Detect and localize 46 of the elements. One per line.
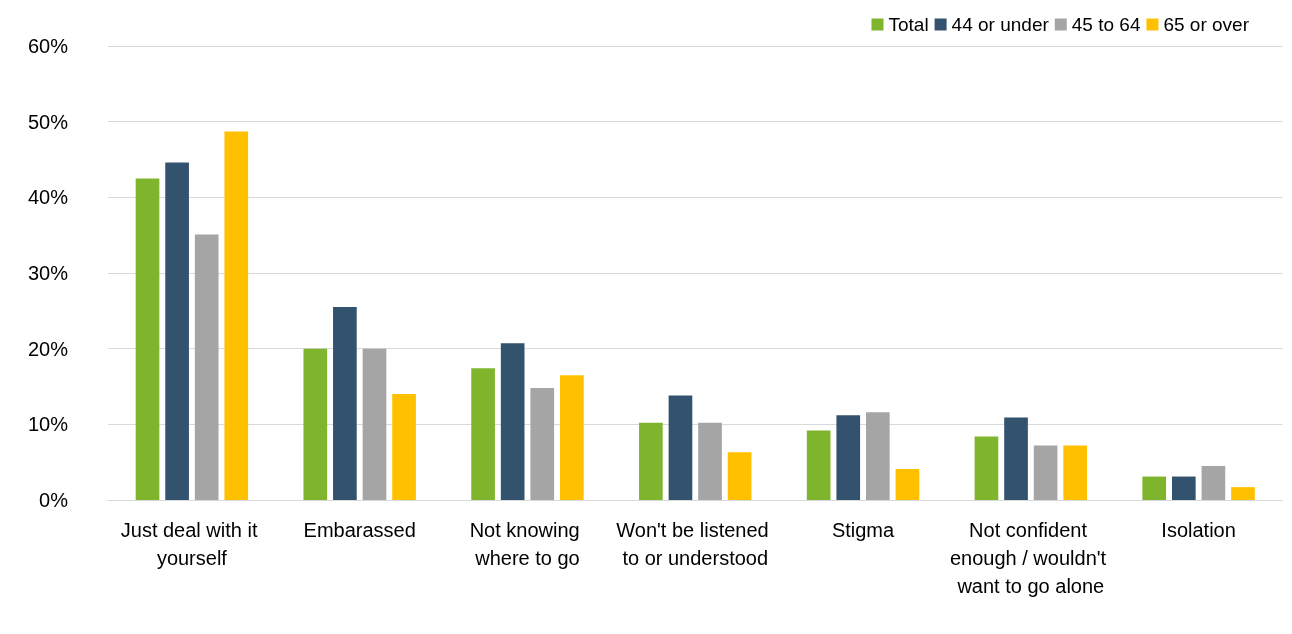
bar <box>1004 417 1028 500</box>
legend-label: 65 or over <box>1163 14 1250 35</box>
bar <box>392 394 416 500</box>
y-tick-label: 30% <box>27 262 69 284</box>
bar <box>135 178 160 500</box>
bar <box>806 430 831 500</box>
bar <box>1142 476 1167 500</box>
bar <box>1201 465 1226 500</box>
bar <box>530 388 555 500</box>
bar <box>974 436 999 500</box>
legend-label: 45 to 64 <box>1071 14 1141 35</box>
bar <box>639 422 663 500</box>
bar <box>303 348 328 500</box>
y-tick-label: 10% <box>27 413 69 436</box>
bar <box>1063 445 1088 500</box>
bar <box>1231 487 1255 500</box>
bar <box>836 415 861 500</box>
bar <box>471 368 495 500</box>
x-tick-label: Just deal with it yourself <box>120 519 264 569</box>
y-tick-label: 0% <box>39 489 69 511</box>
bar <box>500 343 525 500</box>
x-tick-label: Isolation <box>1161 519 1236 541</box>
bar <box>1033 445 1058 500</box>
bar <box>194 234 219 500</box>
y-tick-label: 60% <box>27 35 69 57</box>
bar <box>560 375 584 500</box>
legend-label: 44 or under <box>951 14 1050 35</box>
bar <box>668 395 693 500</box>
x-tick-label: Not knowing where to go <box>469 519 586 569</box>
bar <box>1171 476 1196 500</box>
y-tick-label: 50% <box>27 110 69 133</box>
bar <box>895 468 920 500</box>
x-tick-label: Won't be listened to or understood <box>616 519 775 569</box>
y-tick-label: 20% <box>27 337 69 360</box>
bar <box>698 422 722 500</box>
bar <box>224 131 249 500</box>
bar <box>362 348 387 500</box>
x-tick-label: Stigma <box>831 519 896 541</box>
bar <box>165 162 189 500</box>
legend-label: Total <box>888 14 929 35</box>
x-tick-label: Embarassed <box>303 519 416 541</box>
x-tick-label: Not confident enough / wouldn't want to go alone <box>949 519 1112 597</box>
y-tick-label: 40% <box>27 186 69 209</box>
bar <box>865 412 890 500</box>
bar <box>333 307 357 500</box>
bar <box>727 452 752 500</box>
